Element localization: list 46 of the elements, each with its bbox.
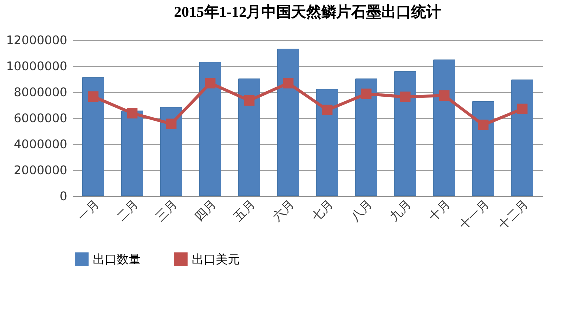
point	[400, 92, 411, 102]
x-tick-label: 十一月	[456, 197, 492, 232]
bar	[512, 80, 534, 196]
legend-label: 出口数量	[93, 252, 141, 266]
bar	[122, 110, 144, 196]
point	[439, 90, 450, 102]
bar	[278, 48, 300, 196]
point	[244, 95, 255, 106]
bar	[434, 60, 456, 196]
x-tick-label: 四月	[192, 197, 219, 224]
x-tick-label: 十二月	[496, 197, 532, 232]
bar	[200, 62, 222, 196]
point	[166, 118, 177, 130]
point	[205, 78, 216, 89]
x-tick-label: 九月	[387, 197, 414, 224]
y-tick-label: 0	[60, 190, 68, 204]
bar	[82, 77, 104, 196]
point	[517, 104, 528, 114]
point	[88, 92, 99, 102]
x-tick-label: 一月	[75, 197, 102, 224]
bar	[394, 71, 416, 196]
y-tick-label: 6000000	[14, 112, 68, 126]
x-tick-label: 六月	[270, 197, 297, 224]
y-tick-label: 12000000	[6, 34, 68, 48]
bar	[160, 107, 182, 196]
x-tick-label: 五月	[231, 197, 258, 224]
legend-label: 出口美元	[192, 252, 240, 266]
x-tick-label: 八月	[348, 197, 375, 224]
x-tick-label: 二月	[114, 197, 141, 224]
x-tick-label: 十月	[426, 197, 453, 224]
bar	[472, 102, 494, 196]
bar	[316, 89, 338, 196]
y-tick-label: 2000000	[14, 164, 68, 178]
y-tick-label: 10000000	[6, 60, 68, 74]
bar	[356, 78, 378, 196]
y-tick-label: 8000000	[14, 86, 68, 100]
point	[478, 120, 489, 130]
y-tick-label: 4000000	[14, 138, 68, 152]
x-tick-label: 三月	[153, 197, 180, 224]
point	[361, 88, 372, 100]
point	[283, 78, 294, 89]
point	[322, 104, 333, 116]
chart-title: 2015年1-12月中国天然鳞片石墨出口统计	[174, 4, 442, 21]
point	[127, 108, 138, 119]
bar	[238, 78, 260, 196]
x-tick-label: 七月	[309, 197, 336, 224]
